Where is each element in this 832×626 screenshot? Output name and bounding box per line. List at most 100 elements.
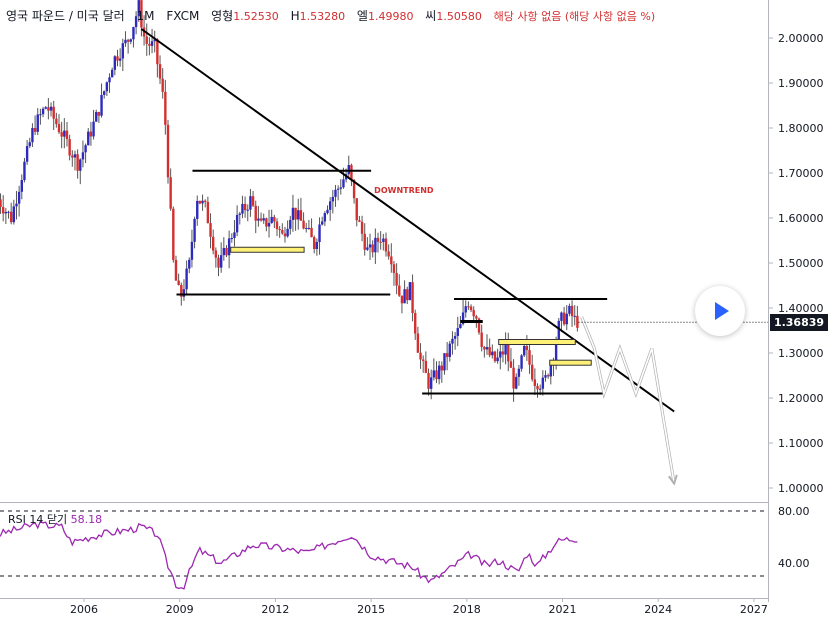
candle-body	[278, 229, 281, 231]
candle	[172, 206, 175, 263]
candle-body	[129, 39, 132, 42]
candle	[387, 244, 390, 260]
candle-body	[137, 0, 140, 17]
candle-body	[387, 251, 390, 257]
candle-body	[451, 338, 454, 344]
change-value: 해당 사항 없음 (해당 사항 없음 %)	[493, 10, 656, 23]
candle-body	[182, 289, 186, 297]
time-tick-label: 2012	[261, 603, 289, 616]
candle-body	[557, 320, 560, 343]
candle	[517, 364, 521, 386]
candle-body	[339, 187, 342, 189]
candle	[41, 106, 45, 118]
interval-label[interactable]: 1M	[136, 9, 155, 23]
price-tick-label: 1.40000	[778, 302, 824, 315]
candle-body	[243, 203, 247, 211]
candle-body	[33, 127, 37, 132]
candle-body	[326, 209, 329, 214]
candle	[414, 309, 417, 340]
candle-body	[275, 221, 279, 230]
rsi-header[interactable]: RSI 14 닫기 58.18	[8, 511, 102, 527]
candle-body	[0, 199, 2, 208]
candle-body	[92, 121, 95, 137]
candle-body	[424, 360, 428, 373]
close-label: 씨	[425, 9, 437, 23]
candle	[464, 300, 467, 318]
play-button[interactable]	[695, 286, 745, 336]
candle	[201, 194, 204, 211]
support-zone-2010	[230, 246, 305, 253]
candle-body	[20, 180, 23, 192]
candle	[408, 281, 412, 301]
candle	[108, 73, 111, 93]
candle	[214, 247, 218, 268]
candle-body	[150, 41, 154, 46]
candle-body	[562, 312, 566, 325]
candle	[251, 190, 255, 207]
candle-body	[355, 198, 358, 221]
candle-body	[313, 237, 316, 250]
candle	[445, 341, 449, 371]
candle-body	[576, 315, 579, 328]
candle-body	[517, 368, 521, 377]
candle	[87, 128, 90, 146]
candle	[15, 190, 18, 220]
candle	[358, 215, 361, 223]
candle-body	[435, 370, 438, 380]
price-tick-label: 2.00000	[778, 32, 824, 45]
candle	[504, 332, 507, 365]
candle	[560, 311, 563, 333]
candle-body	[448, 343, 451, 357]
candle-body	[469, 306, 473, 311]
support-zone-2019	[498, 339, 576, 345]
candle	[267, 209, 271, 238]
candle	[294, 207, 297, 231]
candle	[546, 373, 550, 379]
candle-body	[541, 377, 545, 389]
candle	[39, 108, 42, 125]
symbol-name[interactable]: 영국 파운드 / 미국 달러	[6, 9, 125, 23]
chart-header: 영국 파운드 / 미국 달러 1M FXCM 영형1.52530 H1.5328…	[6, 7, 655, 24]
candle	[299, 197, 303, 221]
candle	[355, 198, 358, 227]
candle	[424, 351, 428, 374]
candle	[100, 83, 103, 118]
candle	[350, 163, 353, 187]
candle-body	[23, 161, 26, 181]
candle-body	[103, 91, 106, 95]
candle	[174, 255, 178, 281]
candle	[376, 232, 380, 253]
candle-body	[225, 247, 228, 256]
candle	[289, 215, 292, 235]
candle	[105, 81, 109, 96]
candle	[222, 237, 226, 261]
candle-body	[12, 206, 16, 223]
candle	[339, 179, 342, 195]
rsi-tick-label: 80.00	[778, 505, 810, 518]
candle	[193, 216, 196, 249]
candle	[121, 38, 125, 72]
rsi-tick-label: 40.00	[778, 557, 810, 570]
candle	[137, 0, 140, 22]
candle	[530, 354, 534, 382]
candle	[225, 245, 228, 258]
candle	[158, 55, 162, 84]
candle	[196, 195, 199, 226]
close-value: 1.50580	[436, 10, 482, 23]
candle	[134, 11, 138, 35]
last-price-tag: 1.36839	[770, 314, 828, 331]
candle	[422, 355, 425, 373]
candle	[400, 295, 404, 314]
candle	[63, 118, 66, 149]
candle-body	[217, 257, 220, 268]
candle-body	[164, 91, 167, 125]
candle-body	[568, 305, 571, 314]
candle-body	[565, 313, 568, 325]
candle-body	[76, 154, 79, 171]
candle	[17, 185, 21, 217]
candle-body	[318, 224, 321, 242]
candle	[0, 193, 2, 214]
candle	[366, 237, 369, 251]
